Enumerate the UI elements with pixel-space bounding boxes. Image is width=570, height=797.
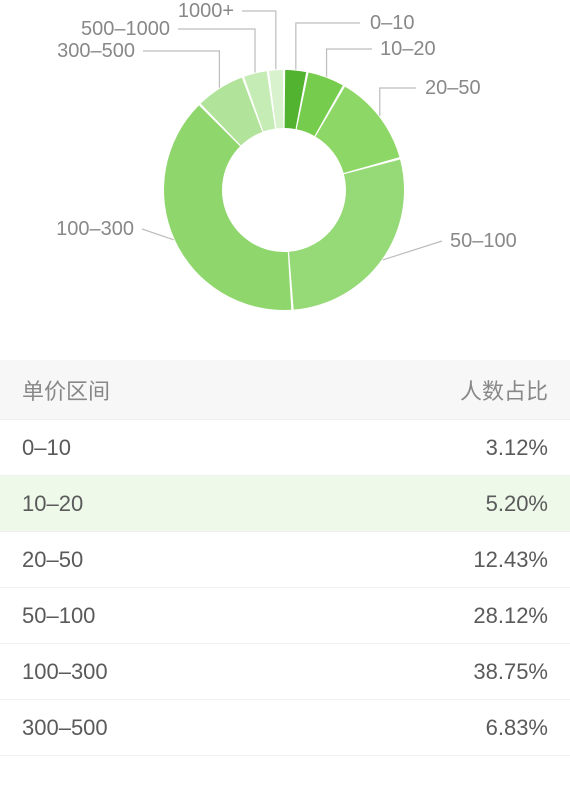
cell-pct: 38.75% [473, 659, 548, 685]
cell-range: 0–10 [22, 435, 71, 461]
table-row[interactable]: 300–500 6.83% [0, 700, 570, 756]
slice-label: 300–500 [57, 40, 135, 63]
cell-pct: 28.12% [473, 603, 548, 629]
donut-chart: 0–10 10–20 20–50 50–100 100–300 300–500500–10… [0, 0, 570, 360]
slice-label: 50–100 [450, 230, 517, 253]
slice-label: 1000+ [178, 0, 234, 23]
table-row[interactable]: 50–100 28.12% [0, 588, 570, 644]
cell-range: 20–50 [22, 547, 83, 573]
slice-label: 500–1000 [81, 18, 170, 41]
table-header-pct: 人数占比 [460, 374, 548, 406]
cell-pct: 6.83% [486, 715, 548, 741]
cell-range: 50–100 [22, 603, 95, 629]
donut-slice [164, 105, 291, 310]
cell-range: 100–300 [22, 659, 108, 685]
table-header-row: 单价区间 人数占比 [0, 360, 570, 420]
cell-pct: 3.12% [486, 435, 548, 461]
cell-pct: 12.43% [473, 547, 548, 573]
table-row[interactable]: 10–20 5.20% [0, 476, 570, 532]
price-range-table: 单价区间 人数占比 0–10 3.12% 10–20 5.20% 20–50 12.43%… [0, 360, 570, 756]
slice-label: 20–50 [425, 77, 481, 100]
table-row[interactable]: 0–10 3.12% [0, 420, 570, 476]
table-header-range: 单价区间 [22, 374, 110, 406]
cell-range: 10–20 [22, 491, 83, 517]
slice-label: 100–300 [56, 218, 134, 241]
slice-label: 10–20 [380, 38, 436, 61]
cell-pct: 5.20% [486, 491, 548, 517]
donut-slice [289, 159, 404, 309]
table-row[interactable]: 100–300 38.75% [0, 644, 570, 700]
cell-range: 300–500 [22, 715, 108, 741]
slice-label: 0–10 [370, 12, 415, 35]
table-row[interactable]: 20–50 12.43% [0, 532, 570, 588]
